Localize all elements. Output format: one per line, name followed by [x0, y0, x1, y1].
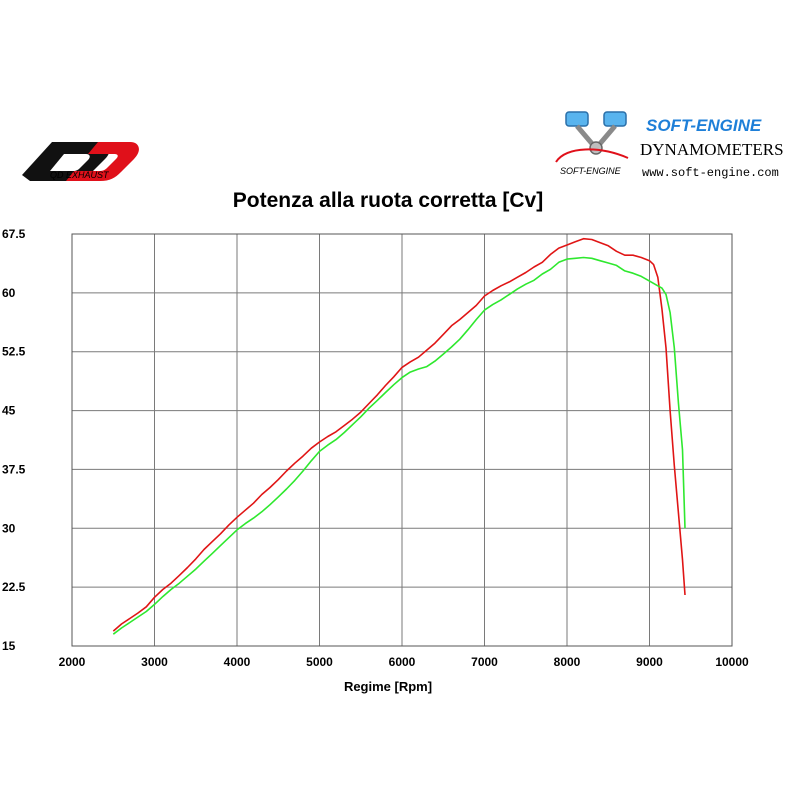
brand-name: SOFT-ENGINE — [646, 116, 762, 135]
x-axis-label: Regime [Rpm] — [344, 679, 432, 694]
y-tick-label: 15 — [2, 639, 16, 653]
y-tick-label: 45 — [2, 404, 16, 418]
x-tick-label: 8000 — [554, 655, 581, 669]
qd-logo: QD EXHAUST — [22, 142, 139, 181]
chart-title: Potenza alla ruota corretta [Cv] — [233, 189, 543, 212]
x-tick-label: 6000 — [389, 655, 416, 669]
y-tick-label: 52.5 — [2, 345, 26, 359]
y-tick-label: 30 — [2, 521, 16, 535]
x-axis-ticks: 2000 3000 4000 5000 6000 7000 8000 9000 10000 — [59, 655, 749, 669]
x-tick-label: 2000 — [59, 655, 86, 669]
soft-engine-logo-text: SOFT-ENGINE — [560, 166, 622, 176]
y-tick-label: 67.5 — [2, 227, 26, 241]
y-tick-label: 60 — [2, 286, 16, 300]
series — [112, 237, 686, 635]
y-tick-label: 37.5 — [2, 462, 26, 476]
y-tick-label: 22.5 — [2, 580, 26, 594]
plot-frame — [71, 233, 733, 647]
brand-url: www.soft-engine.com — [642, 166, 779, 180]
x-tick-label: 5000 — [306, 655, 333, 669]
x-tick-label: 10000 — [715, 655, 749, 669]
series-line-green — [112, 256, 686, 635]
x-tick-label: 7000 — [471, 655, 498, 669]
x-tick-label: 4000 — [224, 655, 251, 669]
y-axis-ticks: 67.5 60 52.5 45 37.5 30 22.5 15 — [2, 227, 26, 653]
x-tick-label: 9000 — [636, 655, 663, 669]
qd-logo-text: QD EXHAUST — [50, 170, 110, 180]
brand-subtitle: DYNAMOMETERS — [640, 140, 784, 159]
x-tick-label: 3000 — [141, 655, 168, 669]
series-line-red — [112, 237, 686, 632]
soft-engine-logo: SOFT-ENGINE SOFT-ENGINE DYNAMOMETERS www… — [555, 111, 784, 180]
pistons-icon — [565, 111, 627, 155]
